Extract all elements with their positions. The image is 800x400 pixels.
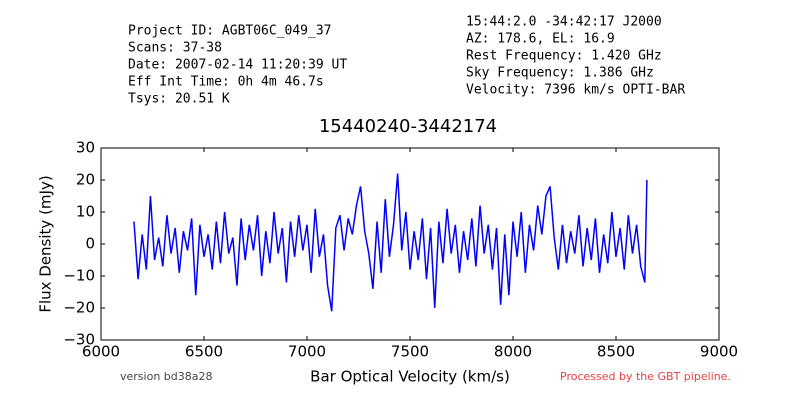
header-line: Date: 2007-02-14 11:20:39 UT [128, 58, 347, 73]
y-tick-label: 0 [85, 235, 95, 253]
y-tick-label: −20 [63, 299, 95, 317]
header-line: Tsys: 20.51 K [128, 92, 230, 107]
x-axis-label: Bar Optical Velocity (km/s) [310, 368, 510, 386]
y-tick-label: 10 [76, 203, 95, 221]
spectrum-line [133, 173, 648, 312]
header-line: Scans: 37-38 [128, 41, 222, 56]
header-line: Eff Int Time: 0h 4m 46.7s [128, 75, 324, 90]
y-tick-label: 30 [76, 139, 95, 157]
x-tick-label: 6500 [185, 343, 223, 361]
header-line: Rest Frequency: 1.420 GHz [466, 49, 662, 64]
chart-title: 15440240-3442174 [319, 116, 497, 137]
y-axis-label: Flux Density (mJy) [37, 175, 55, 312]
y-tick-label: 20 [76, 171, 95, 189]
y-tick-label: −30 [63, 331, 95, 349]
header-line: Project ID: AGBT06C_049_37 [128, 24, 332, 39]
credit: Processed by the GBT pipeline. [560, 370, 731, 383]
y-tick-label: −10 [63, 267, 95, 285]
x-tick-label: 8500 [597, 343, 635, 361]
x-tick-label: 8000 [494, 343, 532, 361]
x-tick-label: 9000 [700, 343, 738, 361]
x-tick-label: 7500 [391, 343, 429, 361]
header-line: 15:44:2.0 -34:42:17 J2000 [466, 15, 662, 30]
x-tick-label: 7000 [288, 343, 326, 361]
x-tick-label: 6000 [82, 343, 120, 361]
header-line: Velocity: 7396 km/s OPTI-BAR [466, 83, 685, 98]
version: version bd38a28 [120, 370, 213, 383]
header-line: Sky Frequency: 1.386 GHz [466, 66, 654, 81]
header-line: AZ: 178.6, EL: 16.9 [466, 32, 615, 47]
